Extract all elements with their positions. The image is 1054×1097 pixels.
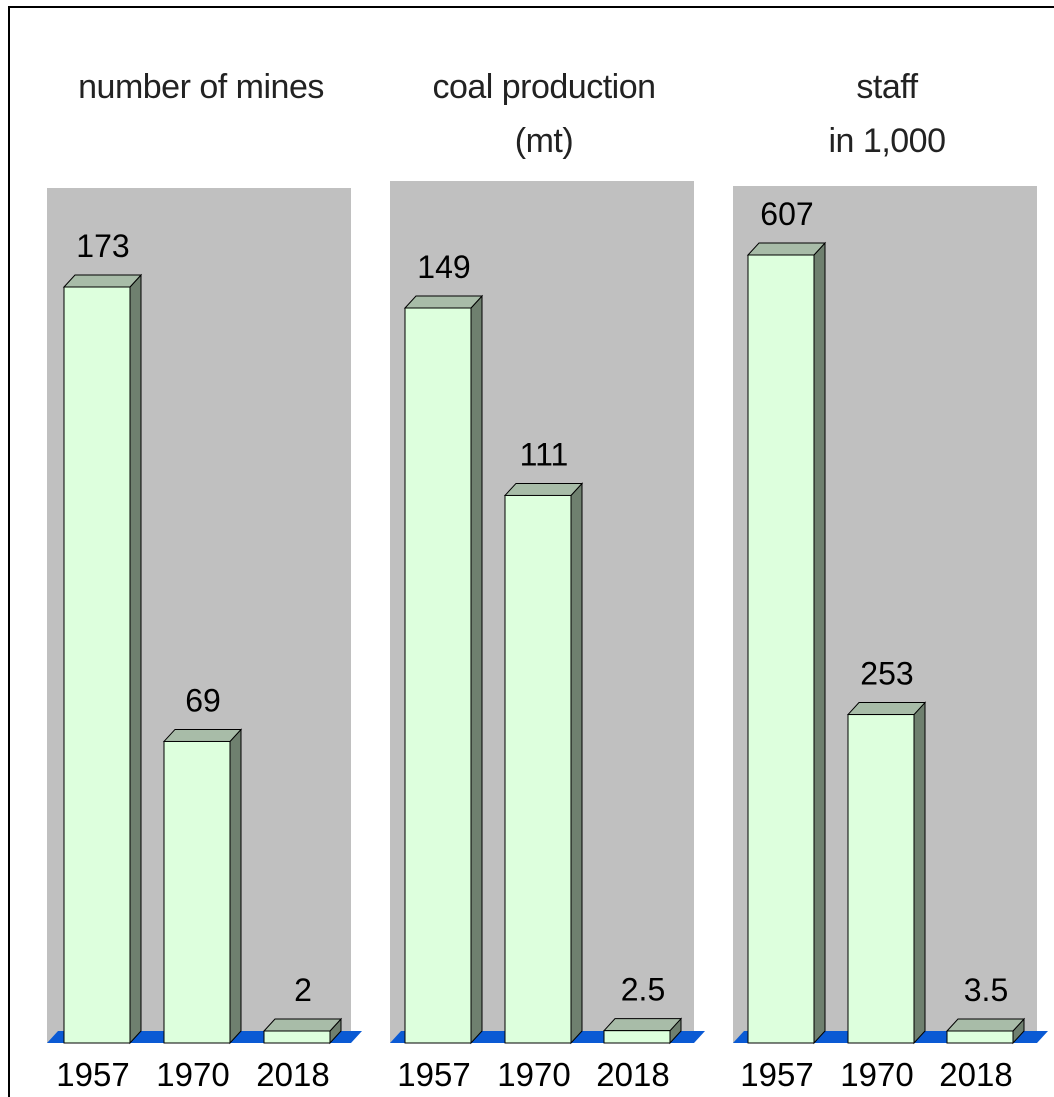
bar-top xyxy=(503,482,584,496)
bar-front xyxy=(603,1030,671,1044)
bar-top xyxy=(945,1018,1026,1032)
year-label: 2018 xyxy=(939,1056,1012,1093)
bar-front xyxy=(63,286,131,1044)
year-label: 1970 xyxy=(156,1056,229,1093)
bar-1970 xyxy=(162,728,243,1045)
value-label: 3.5 xyxy=(964,972,1008,1008)
bar-1970 xyxy=(503,482,584,1045)
year-label: 2018 xyxy=(596,1056,669,1093)
chart-frame xyxy=(8,6,1054,1097)
bar-top xyxy=(602,1018,683,1032)
bar-side xyxy=(813,241,826,1045)
value-label: 2 xyxy=(294,972,312,1008)
bar-2018 xyxy=(262,1017,343,1045)
bar-side xyxy=(470,294,483,1045)
bar-front xyxy=(404,307,472,1044)
bar-side xyxy=(913,701,926,1045)
value-label: 111 xyxy=(520,436,569,472)
bar-top xyxy=(746,242,827,256)
bar-front xyxy=(747,254,815,1044)
year-label: 1970 xyxy=(840,1056,913,1093)
year-label: 1957 xyxy=(740,1056,813,1093)
bar-top xyxy=(262,1018,343,1032)
bar-1970 xyxy=(846,701,927,1045)
year-label: 1957 xyxy=(56,1056,129,1093)
bar-front xyxy=(163,740,231,1044)
bar-front xyxy=(263,1030,331,1044)
panel-title: (mt) xyxy=(515,122,573,160)
bar-top xyxy=(62,274,143,288)
value-label: 2.5 xyxy=(621,972,665,1008)
value-label: 253 xyxy=(860,656,913,692)
bar-2018 xyxy=(602,1017,683,1045)
bar-top xyxy=(162,728,243,742)
year-label: 2018 xyxy=(256,1056,329,1093)
bar-front xyxy=(504,494,572,1044)
bar-front xyxy=(847,714,915,1044)
bar-side xyxy=(229,728,242,1045)
value-label: 149 xyxy=(417,249,470,285)
panel-3: staff in 1,000 607 1957 253 1970 3.5 2018 xyxy=(733,68,1048,1093)
value-label: 173 xyxy=(76,228,129,264)
bar-top xyxy=(403,295,484,309)
bar-2018 xyxy=(945,1017,1026,1045)
bar-1957 xyxy=(62,273,143,1045)
panel-1: number of mines 173 1957 69 1970 2 2018 xyxy=(47,68,362,1093)
year-label: 1957 xyxy=(397,1056,470,1093)
panel-title: number of mines xyxy=(78,68,324,106)
value-label: 607 xyxy=(760,196,813,232)
value-label: 69 xyxy=(185,682,221,718)
panel-2: coal production (mt) 149 1957 111 1970 2.5 2018 xyxy=(390,68,705,1093)
bar-top xyxy=(846,702,927,716)
bar-1957 xyxy=(403,294,484,1045)
panel-title: staff xyxy=(856,68,918,106)
panel-title: coal production xyxy=(432,68,655,106)
panel-title: in 1,000 xyxy=(829,122,946,160)
bar-side xyxy=(570,482,583,1045)
bar-1957 xyxy=(746,241,827,1045)
bar-side xyxy=(129,273,142,1045)
year-label: 1970 xyxy=(497,1056,570,1093)
bar-front xyxy=(946,1030,1014,1044)
